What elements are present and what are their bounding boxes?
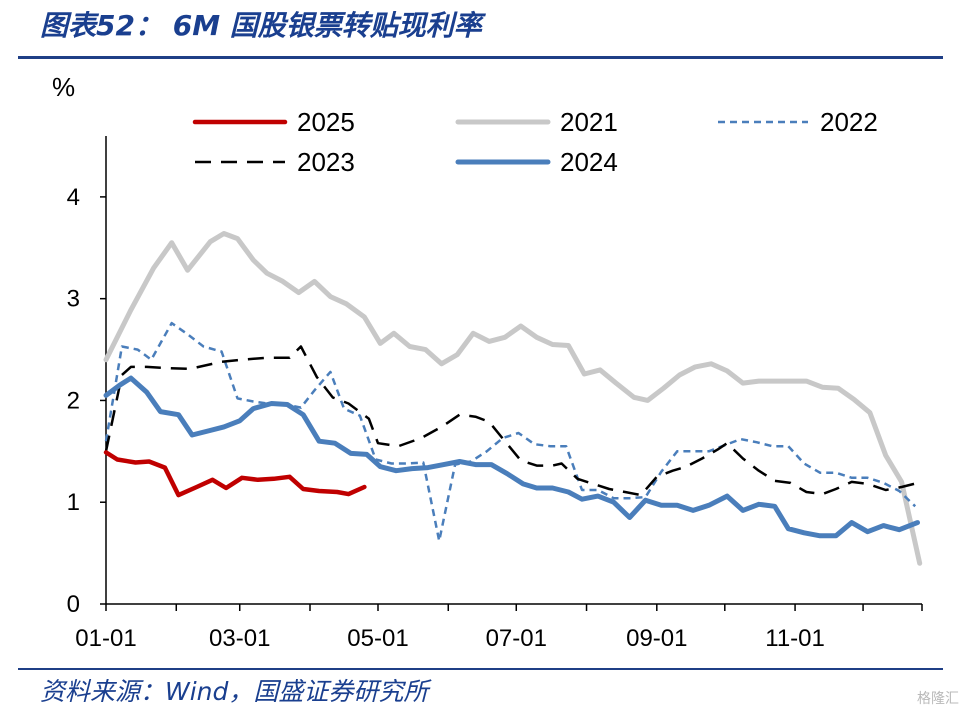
x-tick-label: 05-01 [347, 625, 408, 652]
x-tick-label: 07-01 [486, 625, 547, 652]
y-tick-label: 0 [67, 591, 80, 618]
chart-legend: 2025 2021 2022 2023 2024 [192, 107, 878, 177]
legend-label-2021: 2021 [560, 107, 618, 137]
x-tick-label: 03-01 [209, 625, 270, 652]
line-chart: 2025 2021 2022 2023 2024 0 1 2 3 4% 01-01 03-01 05-… [52, 72, 923, 652]
series-line-2025 [103, 450, 367, 498]
x-tick-label: 11-01 [765, 625, 825, 652]
x-tick-label: 01-01 [75, 625, 136, 652]
series-line-2021 [103, 231, 923, 566]
x-tick-label: 09-01 [626, 625, 687, 652]
y-tick-label: 4 [67, 184, 80, 211]
chart-plot-area [103, 231, 923, 566]
series-line-2022 [104, 321, 917, 543]
source-rule [18, 668, 943, 670]
y-tick-label: 2 [67, 387, 80, 414]
y-axis-unit: % [52, 72, 75, 102]
legend-label-2024: 2024 [560, 147, 618, 177]
series-line-2024 [103, 375, 920, 539]
watermark-logo: 格隆汇 [917, 691, 959, 707]
legend-label-2023: 2023 [297, 147, 355, 177]
source-note: 资料来源：Wind，国盛证券研究所 [40, 677, 429, 706]
series-line-2023 [104, 345, 923, 497]
y-tick-label: 1 [67, 489, 80, 516]
title-rule [18, 56, 943, 59]
legend-label-2025: 2025 [297, 107, 355, 137]
figure-title: 图表52： 6M 国股银票转贴现利率 [40, 9, 482, 42]
legend-label-2022: 2022 [820, 107, 878, 137]
y-tick-label: 3 [67, 286, 80, 313]
chart-axes: 0 1 2 3 4% 01-01 03-01 05-01 07-01 09-01 11-01 [52, 72, 923, 652]
